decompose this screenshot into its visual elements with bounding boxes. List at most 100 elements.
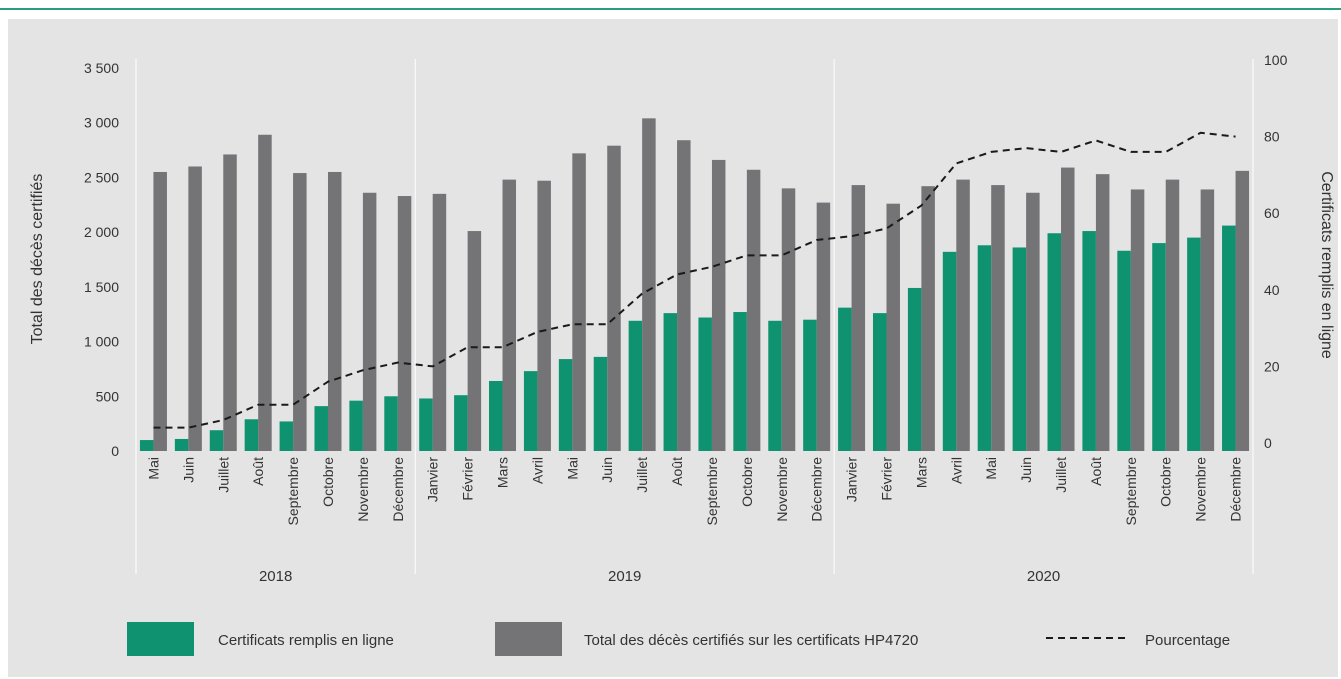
- bar-total-0: [153, 171, 167, 451]
- legend: Certificats remplis en ligne Total des d…: [127, 622, 1230, 656]
- month-label: Septembre: [704, 457, 720, 526]
- left-tick-label: 3 000: [84, 115, 119, 131]
- bar-total-14: [642, 118, 656, 451]
- bar-total-1: [188, 166, 202, 452]
- bar-total-4: [293, 173, 307, 452]
- right-tick-label: 40: [1264, 282, 1280, 298]
- bar-online-30: [1187, 237, 1201, 451]
- month-label: Novembre: [355, 457, 371, 522]
- left-tick-label: 1 500: [84, 279, 119, 295]
- bar-online-22: [907, 287, 922, 451]
- bar-total-3: [258, 134, 272, 451]
- bar-online-26: [1047, 233, 1062, 451]
- month-label: Juillet: [1053, 457, 1069, 493]
- bar-online-7: [384, 396, 398, 451]
- month-label: Mars: [495, 457, 511, 488]
- bar-online-23: [942, 251, 957, 451]
- month-label: Mai: [564, 457, 580, 480]
- bar-total-30: [1200, 189, 1215, 451]
- right-tick-label: 80: [1264, 129, 1280, 145]
- bar-total-22: [921, 186, 935, 451]
- month-label: Janvier: [425, 457, 441, 502]
- month-label: Décembre: [809, 457, 825, 522]
- bar-total-28: [1130, 189, 1145, 451]
- bar-total-7: [397, 196, 412, 451]
- month-label: Septembre: [285, 457, 301, 526]
- bar-online-6: [349, 400, 363, 451]
- right-tick-label: 20: [1264, 358, 1280, 374]
- bar-online-4: [279, 421, 294, 451]
- month-label: Mars: [913, 457, 929, 488]
- year-separators: [135, 59, 1254, 574]
- bar-total-26: [1061, 167, 1075, 451]
- legend-swatch-total: [495, 622, 562, 656]
- month-label: Décembre: [1228, 457, 1244, 522]
- bar-total-2: [223, 154, 237, 451]
- month-label: Octobre: [1158, 457, 1174, 507]
- year-label-1: 2019: [608, 568, 641, 585]
- bar-online-12: [558, 359, 573, 451]
- right-axis-title: Certificats remplis en ligne: [1318, 171, 1335, 359]
- bar-total-20: [851, 185, 866, 451]
- right-tick-label: 60: [1264, 205, 1280, 221]
- bar-online-27: [1082, 231, 1096, 451]
- axes-layer: 0 500 1 000 1 500 2 000 2 500 3 000 3 500 0 20 40 6…: [84, 52, 1288, 585]
- bar-online-28: [1117, 250, 1131, 451]
- year-label-0: 2018: [259, 568, 292, 585]
- bar-online-19: [803, 319, 817, 451]
- month-label: Juillet: [634, 457, 650, 493]
- bar-online-11: [523, 371, 538, 451]
- bar-online-13: [593, 356, 608, 451]
- month-label: Mai: [145, 457, 161, 480]
- bar-total-12: [572, 153, 586, 451]
- bar-online-0: [139, 440, 154, 451]
- bar-online-10: [489, 380, 503, 451]
- month-label: Juin: [180, 457, 196, 483]
- month-label: Janvier: [844, 457, 860, 502]
- month-label: Avril: [948, 457, 964, 484]
- left-tick-label: 2 000: [84, 224, 119, 240]
- month-label: Février: [460, 457, 476, 501]
- bar-online-18: [768, 320, 782, 451]
- bar-online-5: [314, 406, 328, 451]
- bar-total-29: [1165, 179, 1180, 451]
- bar-online-8: [419, 398, 433, 451]
- month-label: Août: [250, 457, 266, 486]
- month-label: Juillet: [215, 457, 231, 493]
- bar-total-31: [1235, 170, 1250, 452]
- bar-online-31: [1222, 225, 1236, 451]
- chart-panel: 0 500 1 000 1 500 2 000 2 500 3 000 3 500 0 20 40 6…: [8, 19, 1338, 677]
- left-tick-label: 1 000: [84, 334, 119, 350]
- bar-online-24: [977, 245, 992, 451]
- percentage-line: [153, 131, 1236, 429]
- month-label: Août: [1088, 457, 1104, 486]
- month-label: Avril: [529, 457, 545, 484]
- bar-online-1: [174, 438, 189, 451]
- bar-online-3: [244, 419, 259, 451]
- month-label: Juin: [599, 457, 615, 483]
- month-label: Août: [669, 457, 685, 486]
- bar-total-8: [432, 193, 447, 451]
- month-label: Décembre: [390, 457, 406, 522]
- month-label: Mai: [983, 457, 999, 480]
- left-tick-label: 0: [111, 443, 119, 459]
- bars-layer: [139, 118, 1250, 452]
- month-label: Novembre: [774, 457, 790, 522]
- left-tick-label: 2 500: [84, 169, 119, 185]
- bar-total-15: [677, 140, 691, 451]
- bar-online-14: [628, 320, 643, 451]
- bar-online-25: [1012, 247, 1027, 451]
- percentage-line-layer: [153, 131, 1236, 429]
- bar-total-25: [1026, 192, 1040, 451]
- left-tick-label: 3 500: [84, 60, 119, 76]
- bar-online-16: [698, 317, 712, 451]
- month-label: Octobre: [320, 457, 336, 507]
- bar-total-16: [711, 159, 726, 452]
- bar-total-10: [502, 179, 517, 451]
- bar-online-9: [454, 395, 468, 451]
- legend-swatch-online: [127, 622, 194, 656]
- combo-chart: 0 500 1 000 1 500 2 000 2 500 3 000 3 500 0 20 40 6…: [29, 52, 1335, 656]
- bar-online-17: [733, 312, 747, 451]
- right-tick-label: 100: [1264, 52, 1288, 68]
- bar-online-15: [663, 313, 678, 451]
